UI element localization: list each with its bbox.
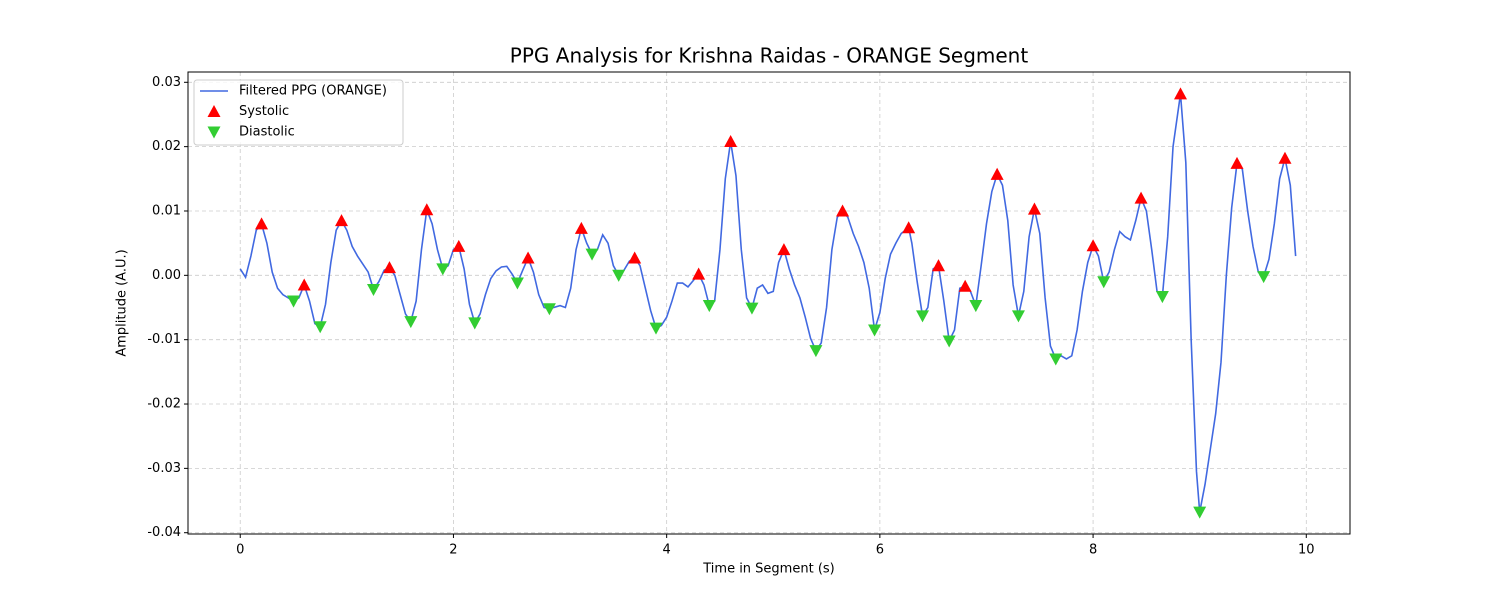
y-axis-label: Amplitude (A.U.) (115, 249, 130, 356)
legend: Filtered PPG (ORANGE) Systolic Diastolic (193, 79, 404, 146)
systolic-marker (958, 279, 972, 292)
x-tick-label: 0 (236, 543, 244, 558)
systolic-marker (1086, 239, 1100, 252)
diastolic-marker (585, 248, 599, 261)
legend-marker (207, 105, 221, 118)
y-tick-label: -0.03 (147, 461, 181, 476)
diastolic-marker (916, 310, 930, 323)
legend-label: Filtered PPG (ORANGE) (239, 84, 387, 99)
diastolic-marker (809, 345, 823, 358)
systolic-marker (521, 251, 535, 264)
systolic-marker (932, 259, 946, 272)
y-tick-label: -0.04 (147, 525, 181, 540)
diastolic-marker (542, 303, 556, 316)
systolic-marker (382, 261, 396, 274)
x-tick-label: 2 (449, 543, 457, 558)
diastolic-marker (649, 322, 663, 335)
systolic-marker (724, 134, 738, 148)
diastolic-marker (1257, 271, 1271, 284)
systolic-marker (297, 278, 311, 291)
diastolic-marker (468, 317, 482, 330)
legend-label: Systolic (239, 104, 289, 119)
systolic-marker (628, 251, 642, 264)
diastolic-marker (1155, 291, 1169, 304)
legend-box (193, 79, 404, 146)
systolic-marker (1173, 87, 1187, 100)
systolic-marker (902, 221, 916, 234)
y-tick-label: 0.01 (152, 203, 181, 218)
diastolic-marker (702, 300, 716, 313)
diastolic-marker (612, 269, 626, 282)
y-tick-label: 0.03 (152, 75, 181, 90)
legend-label: Diastolic (239, 125, 295, 140)
diastolic-marker (436, 263, 450, 276)
systolic-marker (836, 204, 850, 217)
diastolic-marker (313, 321, 327, 334)
legend-marker (207, 126, 221, 139)
diastolic-marker (942, 335, 956, 348)
plot-frame (187, 71, 1351, 535)
systolic-marker (574, 221, 588, 234)
diastolic-marker (1011, 310, 1025, 323)
y-tick-label: 0.02 (152, 139, 181, 154)
systolic-marker (1134, 191, 1148, 204)
x-axis-label: Time in Segment (s) (702, 562, 834, 577)
diastolic-marker (404, 316, 418, 329)
systolic-marker (1230, 156, 1244, 169)
systolic-marker (1278, 151, 1292, 164)
systolic-marker (990, 167, 1004, 180)
diastolic-marker (1049, 353, 1063, 366)
systolic-marker (692, 267, 706, 280)
x-tick-label: 4 (663, 543, 671, 558)
ppg-line (239, 93, 1297, 513)
x-tick-label: 8 (1089, 543, 1097, 558)
diastolic-marker (868, 324, 882, 337)
systolic-marker (255, 217, 269, 230)
diastolic-marker (1193, 506, 1207, 519)
x-tick-label: 10 (1298, 543, 1315, 558)
systolic-marker (1027, 202, 1041, 215)
systolic-marker (420, 203, 434, 216)
diastolic-marker (510, 277, 524, 290)
diastolic-marker (745, 302, 759, 315)
diastolic-marker (287, 295, 301, 308)
diastolic-marker (1097, 276, 1111, 289)
diastolic-marker (366, 283, 380, 296)
x-tick-label: 6 (876, 543, 884, 558)
systolic-marker (452, 239, 466, 252)
y-tick-label: -0.02 (147, 397, 181, 412)
y-tick-label: -0.01 (147, 332, 181, 347)
systolic-marker (777, 243, 791, 256)
systolic-marker (335, 214, 349, 227)
y-tick-label: 0.00 (152, 268, 181, 283)
chart-title: PPG Analysis for Krishna Raidas - ORANGE… (510, 44, 1029, 68)
diastolic-marker (969, 300, 983, 313)
